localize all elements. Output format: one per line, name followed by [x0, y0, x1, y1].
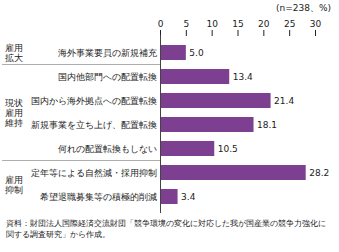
svg-text:10.5: 10.5	[218, 144, 238, 154]
svg-text:定年等による自然減・採用抑制: 定年等による自然減・採用抑制	[31, 168, 157, 178]
svg-text:18.1: 18.1	[257, 120, 277, 130]
html-text:資料：財団法人国際経済交流財団「競争環境の変化に対応した我が: 資料：財団法人国際経済交流財団「競争環境の変化に対応した我が国産業の競争力強化に…	[6, 219, 326, 239]
svg-text:25: 25	[284, 19, 295, 29]
svg-text:新規事業を立ち上げ、配置転換: 新規事業を立ち上げ、配置転換	[31, 120, 157, 130]
svg-text:雇用拡大: 雇用拡大	[5, 43, 23, 63]
svg-text:13.4: 13.4	[233, 72, 253, 82]
svg-text:28.2: 28.2	[309, 168, 329, 178]
svg-text:現状雇用維持: 現状雇用維持	[4, 98, 23, 128]
html-text:(n=238、%): (n=238、%)	[276, 3, 331, 13]
svg-text:雇用抑制: 雇用抑制	[5, 175, 23, 195]
svg-text:何れの配置転換もしない: 何れの配置転換もしない	[58, 144, 157, 154]
svg-text:国内から海外拠点への配置転換: 国内から海外拠点への配置転換	[31, 96, 157, 106]
svg-text:20: 20	[258, 19, 270, 29]
svg-text:5.0: 5.0	[189, 48, 204, 58]
svg-text:希望退職募集等の積極的削減: 希望退職募集等の積極的削減	[40, 192, 157, 202]
svg-text:21.4: 21.4	[274, 96, 294, 106]
svg-text:3.4: 3.4	[181, 192, 196, 202]
svg-text:5: 5	[183, 19, 189, 29]
svg-text:0: 0	[158, 19, 164, 29]
svg-text:国内他部門への配置転換: 国内他部門への配置転換	[58, 72, 157, 82]
svg-text:30: 30	[310, 19, 322, 29]
svg-text:海外事業要員の新規補充: 海外事業要員の新規補充	[58, 48, 157, 58]
svg-text:10: 10	[206, 19, 218, 29]
svg-text:15: 15	[232, 19, 243, 29]
